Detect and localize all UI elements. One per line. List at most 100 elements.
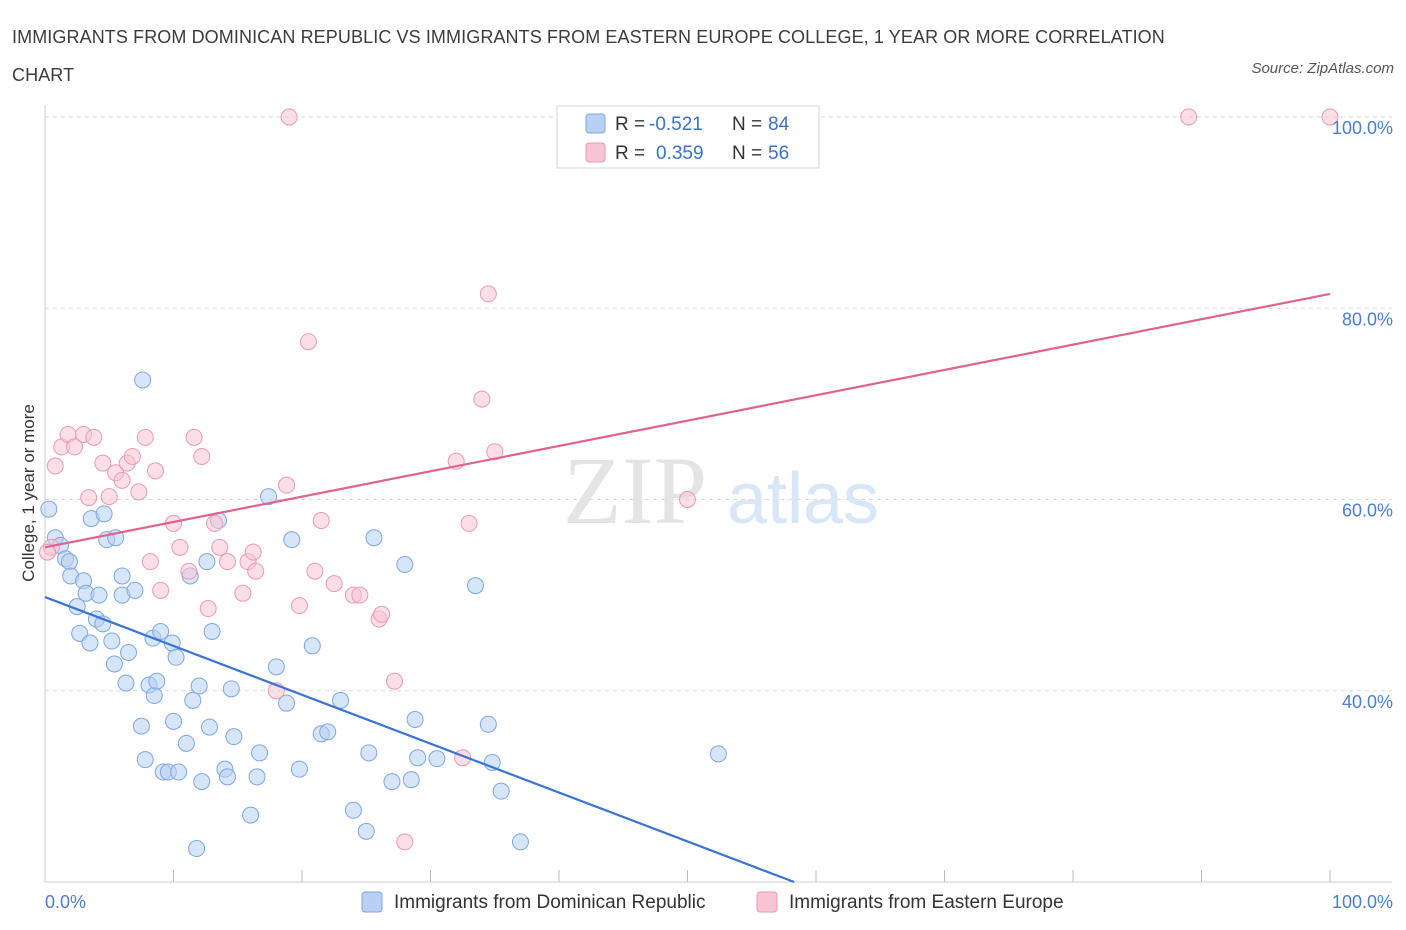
pink-point-25: [206, 514, 224, 532]
pink-point-9: [100, 488, 118, 506]
pink-point-33: [278, 476, 296, 494]
blue-point-0: [40, 500, 58, 518]
bottom-legend-swatch-blue: [361, 891, 383, 913]
blue-point-59: [283, 531, 301, 549]
blue-point-78: [492, 782, 510, 800]
pink-point-24: [199, 600, 217, 618]
blue-point-37: [167, 648, 185, 666]
blue-point-79: [511, 833, 529, 851]
blue-point-56: [260, 488, 278, 506]
pink-point-36: [299, 333, 317, 351]
pink-point-11: [113, 471, 131, 489]
blue-point-17: [103, 632, 121, 650]
blue-point-44: [193, 773, 211, 791]
blue-point-61: [303, 637, 321, 655]
bottom-legend-label-pink: Immigrants from Eastern Europe: [789, 892, 1064, 913]
pink-point-8: [94, 454, 112, 472]
blue-point-38: [170, 763, 188, 781]
blue-point-73: [409, 749, 427, 767]
blue-point-36: [165, 712, 182, 730]
legend-swatch-blue: [585, 113, 606, 134]
pink-point-26: [211, 538, 229, 556]
blue-point-76: [479, 715, 497, 733]
legend-n-value-1: 84: [768, 114, 790, 135]
blue-point-57: [267, 658, 285, 676]
y-tick-label-2: 80.0%: [1342, 309, 1393, 329]
legend-r-label-2: R =: [615, 143, 645, 164]
pink-point-41: [351, 586, 369, 604]
blue-point-21: [113, 567, 131, 585]
blue-point-71: [402, 771, 420, 789]
series-eastern-europe: [39, 108, 1339, 851]
blue-point-46: [200, 718, 218, 736]
pink-point-28: [234, 584, 252, 602]
blue-point-74: [428, 750, 446, 768]
pink-point-7: [85, 428, 103, 446]
y-tick-label-0: 40.0%: [1342, 692, 1393, 712]
legend-r-value-1: -0.521: [649, 114, 703, 135]
blue-point-63: [319, 723, 337, 741]
blue-point-58: [278, 694, 296, 712]
blue-point-66: [357, 822, 375, 840]
blue-point-80: [709, 745, 727, 763]
blue-point-25: [132, 717, 150, 735]
blue-point-30: [145, 687, 163, 705]
y-axis-label: College, 1 year or more: [19, 404, 38, 582]
pink-point-6: [80, 489, 98, 507]
pink-point-53: [1180, 108, 1198, 126]
blue-point-26: [134, 371, 152, 389]
blue-point-54: [248, 768, 266, 786]
legend-r-label-1: R =: [615, 114, 645, 135]
pink-point-44: [386, 672, 404, 690]
pink-point-48: [460, 514, 478, 532]
blue-point-70: [396, 556, 414, 574]
y-tick-label-1: 60.0%: [1342, 501, 1393, 521]
legend-n-value-2: 56: [768, 143, 789, 164]
blue-point-27: [136, 751, 154, 769]
blue-point-51: [222, 680, 240, 698]
blue-point-69: [383, 773, 401, 791]
blue-point-4: [60, 553, 78, 571]
trend-lines: [44, 292, 1331, 884]
blue-point-15: [95, 505, 113, 523]
pink-point-13: [123, 447, 141, 465]
pink-point-34: [280, 108, 298, 126]
x-tick-marks: [173, 870, 1331, 882]
blue-point-72: [406, 710, 424, 728]
y-tick-labels: 40.0% 60.0% 80.0% 100.0%: [1332, 118, 1393, 712]
blue-point-53: [242, 806, 260, 824]
blue-point-43: [190, 677, 208, 695]
blue-point-22: [117, 674, 135, 692]
blue-point-67: [360, 744, 378, 762]
pink-point-15: [136, 428, 154, 446]
pink-point-1: [46, 457, 64, 475]
pink-point-21: [180, 562, 198, 580]
pink-point-50: [479, 285, 497, 303]
x-tick-label-0: 0.0%: [45, 892, 86, 912]
blue-point-31: [148, 672, 166, 690]
pink-point-14: [130, 483, 148, 501]
pink-point-27: [218, 553, 236, 571]
pink-point-49: [473, 390, 491, 408]
blue-point-18: [105, 655, 123, 673]
pink-point-43: [373, 605, 391, 623]
legend-n-label-2: N =: [732, 143, 762, 164]
blue-point-55: [251, 744, 269, 762]
legend-swatch-pink: [585, 142, 606, 163]
blue-point-50: [218, 768, 236, 786]
blue-point-65: [344, 801, 362, 819]
pink-point-52: [679, 491, 696, 508]
legend: R = -0.521 N = 84 R = 0.359 N = 56: [556, 105, 820, 169]
chart-title: IMMIGRANTS FROM DOMINICAN REPUBLIC VS IM…: [12, 27, 1165, 85]
legend-n-label-1: N =: [732, 114, 762, 135]
blue-point-23: [120, 644, 138, 661]
pink-point-30: [244, 543, 262, 561]
blue-point-39: [177, 734, 195, 752]
pink-point-54: [1321, 108, 1339, 126]
pink-point-17: [147, 462, 165, 480]
pink-point-31: [247, 562, 265, 580]
bottom-legend: Immigrants from Dominican Republic Immig…: [361, 891, 1064, 913]
blue-point-13: [90, 586, 108, 604]
pink-point-35: [290, 597, 308, 615]
